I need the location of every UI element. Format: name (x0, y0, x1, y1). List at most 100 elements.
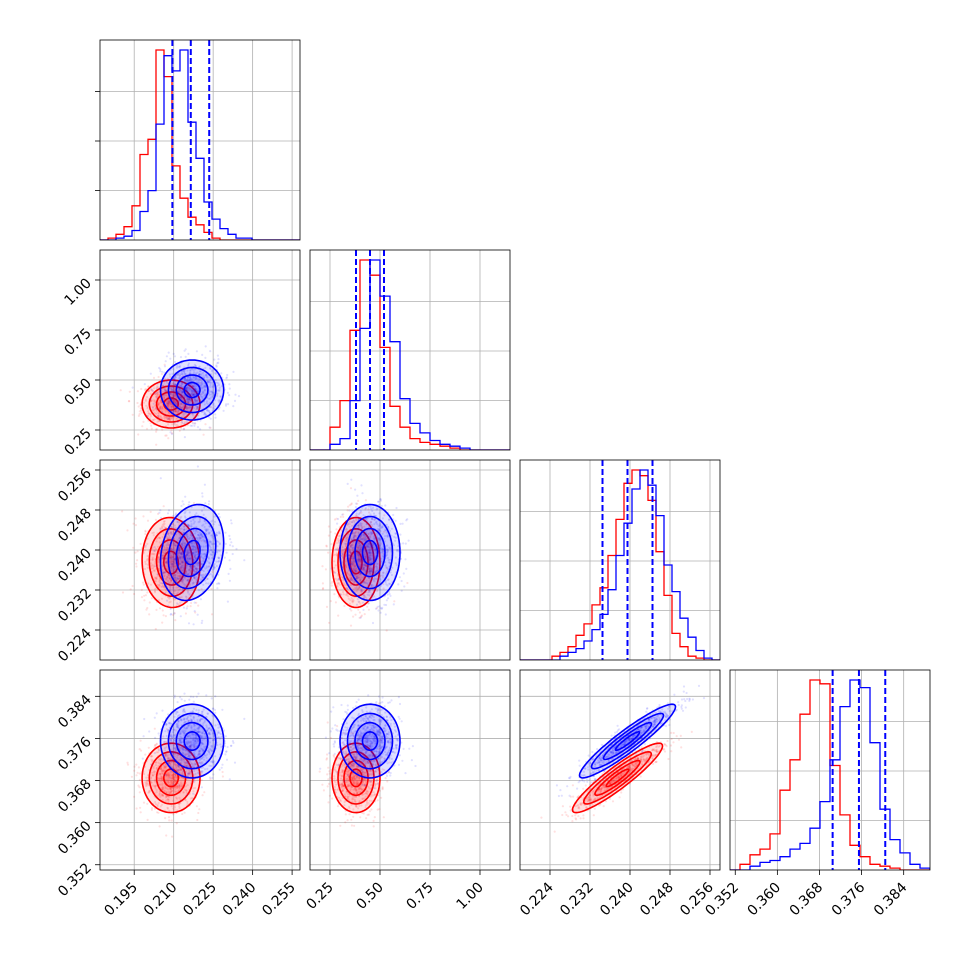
sample-point (362, 567, 365, 570)
sample-point (163, 416, 166, 419)
sample-point (158, 584, 161, 587)
sample-point (178, 575, 181, 578)
sample-point (171, 548, 174, 552)
sample-point (183, 511, 186, 515)
sample-point (360, 546, 363, 549)
sample-point (191, 537, 195, 540)
sample-point (195, 529, 198, 532)
sample-point (182, 576, 185, 579)
sample-point (172, 560, 175, 564)
sample-point (165, 561, 168, 564)
sample-point (135, 763, 138, 766)
sample-point (171, 523, 174, 526)
sample-point (231, 545, 234, 548)
sample-point (353, 534, 356, 538)
sample-point (195, 568, 198, 571)
sample-point (334, 601, 337, 604)
sample-point (193, 570, 196, 573)
sample-point (195, 567, 198, 570)
sample-point (174, 376, 177, 379)
sample-point (203, 555, 206, 558)
sample-point (186, 535, 189, 538)
y-tick-label: 1.00 (61, 276, 94, 309)
sample-point (180, 561, 183, 564)
sample-point (181, 551, 184, 554)
sample-point (193, 541, 196, 545)
sample-point (153, 400, 156, 403)
sample-point (199, 382, 202, 385)
sample-point (183, 522, 186, 525)
sample-point (172, 565, 175, 568)
sample-point (218, 399, 221, 402)
sample-point (189, 400, 192, 403)
sample-point (335, 541, 339, 545)
y-tick-label: 0.75 (61, 326, 94, 359)
sample-point (195, 388, 198, 391)
sample-point (180, 395, 183, 398)
sample-point (163, 365, 167, 368)
sample-point (345, 543, 348, 546)
sample-point (364, 563, 367, 567)
sample-point (208, 565, 211, 568)
sample-point (195, 567, 198, 570)
sample-point (173, 524, 176, 527)
sample-point (377, 500, 380, 503)
sample-point (178, 374, 181, 377)
sample-point (217, 399, 220, 402)
sample-point (152, 534, 155, 537)
sample-point (186, 379, 189, 383)
sample-point (166, 549, 169, 552)
sample-point (198, 404, 201, 407)
sample-point (163, 571, 166, 574)
sample-point (184, 379, 187, 382)
sample-point (171, 563, 174, 566)
sample-point (200, 372, 203, 375)
sample-point (164, 571, 167, 574)
sample-point (334, 564, 337, 567)
sample-point (212, 564, 215, 567)
sample-point (364, 536, 367, 539)
sample-point (333, 593, 336, 596)
sample-point (349, 599, 352, 602)
sample-point (193, 565, 196, 568)
sample-point (155, 409, 158, 412)
sample-point (178, 386, 181, 389)
sample-point (208, 561, 211, 564)
sample-point (186, 524, 189, 527)
sample-point (361, 568, 364, 571)
sample-point (188, 376, 192, 379)
sample-point (170, 405, 173, 408)
sample-point (173, 378, 176, 381)
sample-point (169, 596, 172, 599)
sample-point (177, 401, 180, 404)
sample-point (189, 549, 192, 552)
sample-point (192, 545, 195, 548)
sample-point (370, 517, 374, 520)
sample-point (377, 609, 380, 612)
sample-point (198, 373, 201, 376)
sample-point (165, 544, 168, 547)
sample-point (345, 530, 348, 533)
sample-point (158, 567, 161, 570)
sample-point (165, 560, 168, 563)
sample-point (154, 399, 157, 402)
sample-point (146, 396, 149, 399)
sample-point (179, 555, 182, 558)
sample-point (192, 581, 195, 584)
sample-point (196, 567, 199, 570)
sample-point (179, 384, 183, 388)
sample-point (186, 573, 190, 576)
sample-point (207, 556, 210, 559)
sample-point (348, 509, 351, 512)
sample-point (170, 526, 173, 529)
sample-point (131, 386, 134, 389)
sample-point (196, 406, 199, 410)
sample-point (353, 574, 356, 577)
sample-point (361, 522, 364, 525)
sample-point (350, 544, 353, 547)
sample-point (209, 390, 212, 393)
sample-point (170, 612, 173, 616)
sample-point (134, 517, 137, 520)
sample-point (346, 482, 349, 485)
sample-point (188, 593, 191, 596)
